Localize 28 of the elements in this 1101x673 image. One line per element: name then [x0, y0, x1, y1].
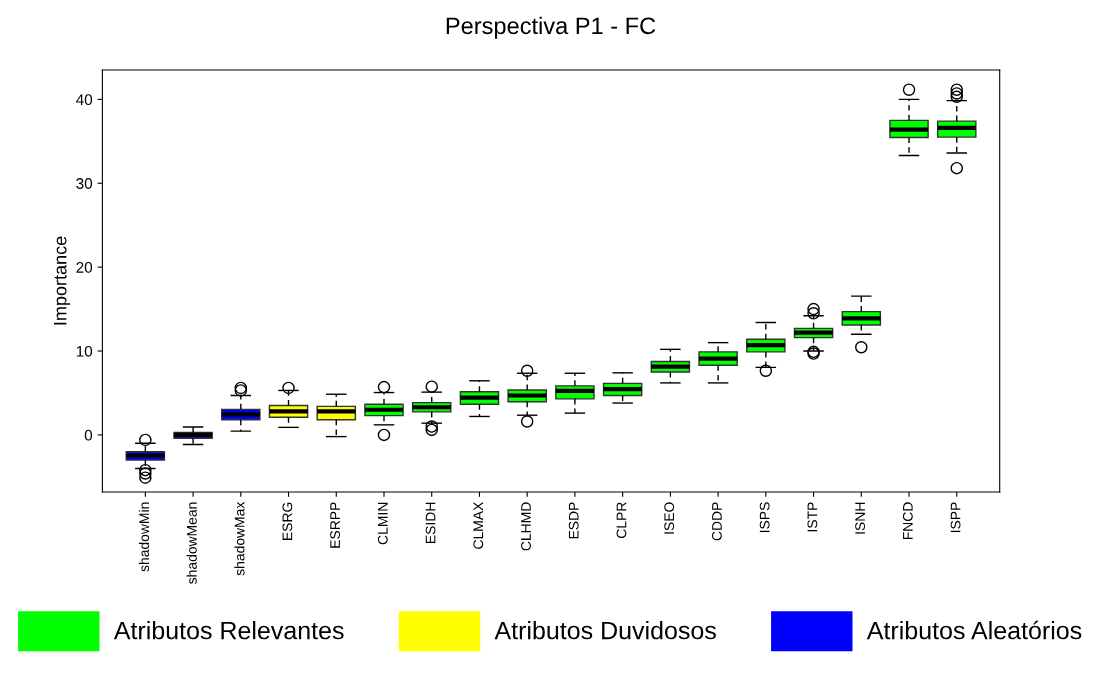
x-tick-label: ESIDH — [425, 502, 436, 543]
x-tick-label: CLMIN — [377, 502, 388, 545]
y-tick-label: 10 — [76, 345, 93, 357]
x-tick-label: shadowMin — [138, 502, 150, 572]
x-tick-label: shadowMean — [186, 502, 197, 584]
legend-label: Atributos Duvidosos — [494, 621, 716, 640]
x-tick-label: FNCD — [902, 502, 913, 540]
x-tick-label: ISPP — [950, 502, 961, 533]
x-tick-label: ISEO — [664, 502, 675, 534]
y-axis-title: Importance — [53, 236, 71, 325]
x-tick-label: ESRPP — [330, 502, 340, 548]
x-tick-label: ESDP — [568, 502, 579, 539]
y-tick-label: 0 — [84, 429, 93, 441]
x-tick-label: CDDP — [712, 502, 722, 541]
x-tick-label: ISNH — [855, 502, 866, 534]
chart-title: Perspectiva P1 - FC — [446, 16, 656, 39]
x-tick-label: ESRG — [282, 502, 293, 540]
x-tick-label: CLMAX — [473, 501, 484, 549]
legend-label: Atributos Relevantes — [113, 621, 344, 640]
x-tick-label: CLHMD — [521, 502, 531, 551]
x-tick-label: shadowMax — [234, 501, 245, 576]
x-tick-label: CLPR — [616, 502, 627, 539]
y-tick-label: 40 — [76, 94, 93, 106]
legend-label: Atributos Aleatórios — [866, 620, 1082, 640]
x-tick-label: ISTP — [807, 502, 818, 532]
x-tick-label: ISPS — [759, 502, 770, 533]
y-tick-label: 20 — [76, 262, 93, 273]
y-tick-label: 30 — [76, 178, 93, 189]
